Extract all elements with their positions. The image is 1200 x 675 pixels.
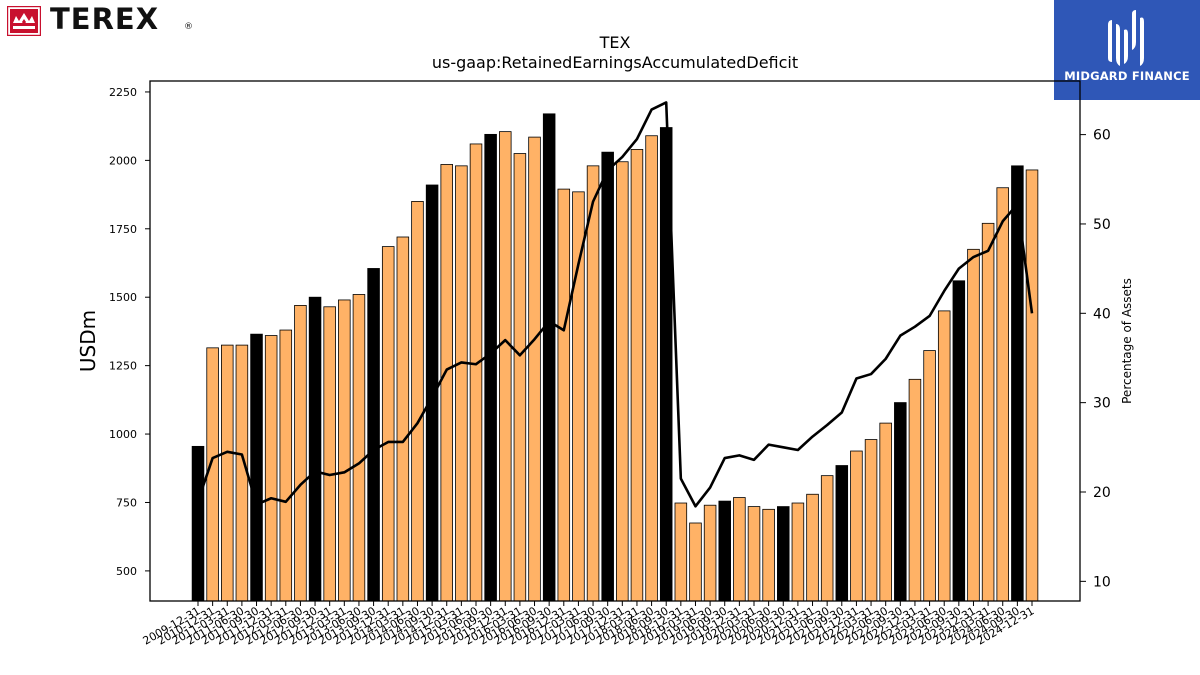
brand-registered-mark: ® xyxy=(184,22,193,32)
y-tick-label: 2250 xyxy=(109,86,137,99)
bar-2024-03-31 xyxy=(1025,169,1039,602)
bar-2023-06-30 xyxy=(981,222,995,602)
bar-2014-12-31 xyxy=(484,133,497,602)
bar-2021-06-30 xyxy=(864,439,878,602)
bar-2013-03-31 xyxy=(381,246,395,602)
bar-2014-09-30 xyxy=(469,143,483,602)
bar-2020-03-31 xyxy=(791,502,805,602)
bar-2011-03-31 xyxy=(264,335,278,602)
bar-2022-12-31 xyxy=(952,280,966,602)
bar-2019-03-31 xyxy=(733,497,746,602)
y-tick-label: 750 xyxy=(116,496,137,509)
bar-2019-09-30 xyxy=(762,508,775,602)
y-tick-label: 1000 xyxy=(109,428,137,441)
pct-assets-line xyxy=(196,101,1034,508)
y2-tick-label: 10 xyxy=(1093,574,1111,590)
bar-2020-06-30 xyxy=(806,493,819,602)
bar-2021-03-31 xyxy=(850,450,863,602)
chart-title: TEX xyxy=(599,33,631,52)
y-axis-right: 10 20 30 40 50 60 xyxy=(1080,128,1111,590)
bar-2014-03-31 xyxy=(440,164,453,602)
y-tick-label: 2000 xyxy=(109,154,137,167)
bar-2022-09-30 xyxy=(937,310,951,602)
y2-axis-label: Percentage of Assets xyxy=(1120,278,1134,404)
bar-2021-12-31 xyxy=(894,402,907,602)
bar-2012-12-31 xyxy=(367,268,380,602)
bar-2012-09-30 xyxy=(352,294,366,602)
bar-2023-09-30 xyxy=(996,187,1009,602)
bar-2017-03-31 xyxy=(616,161,629,602)
x-axis: 2009-12-312010-12-312011-03-312011-06-30… xyxy=(141,601,1037,648)
y-tick-label: 1250 xyxy=(109,360,137,373)
bar-2009-12-31 xyxy=(191,445,205,602)
y-axis-label: USDm xyxy=(76,310,100,372)
bar-2015-06-30 xyxy=(513,153,527,602)
y-tick-label: 1750 xyxy=(109,223,137,236)
bar-2022-06-30 xyxy=(923,350,936,602)
bar-2023-03-31 xyxy=(967,248,980,602)
bar-2011-12-31 xyxy=(308,296,322,602)
bar-2018-12-31 xyxy=(718,500,731,602)
bar-2022-03-31 xyxy=(908,378,922,602)
bar-2011-09-30 xyxy=(294,305,307,602)
y-axis-left: 500 750 1000 1250 1500 1750 2000 2250 xyxy=(109,86,150,578)
bar-2015-12-31 xyxy=(542,113,556,602)
y2-tick-label: 60 xyxy=(1093,128,1111,144)
brand-name: TEREX xyxy=(50,2,160,36)
bar-2019-06-30 xyxy=(747,506,761,602)
bar-2015-09-30 xyxy=(528,136,541,602)
bar-2018-06-30 xyxy=(689,522,702,602)
bar-2010-03-31 xyxy=(206,347,219,602)
midgard-finance-icon xyxy=(1108,10,1144,66)
bar-2015-03-31 xyxy=(499,131,512,602)
bar-2010-06-30 xyxy=(221,344,234,602)
partner-name: MIDGARD FINANCE xyxy=(1064,69,1190,83)
midgard-finance-logo: MIDGARD FINANCE xyxy=(1054,0,1200,100)
y2-tick-label: 20 xyxy=(1093,485,1111,501)
bar-2019-12-31 xyxy=(777,506,790,602)
y2-tick-label: 50 xyxy=(1093,217,1111,233)
terex-logo-icon xyxy=(7,6,41,36)
y2-tick-label: 40 xyxy=(1093,306,1111,322)
y-tick-label: 1500 xyxy=(109,291,137,304)
pct-assets-series xyxy=(196,101,1034,508)
bar-2016-12-31 xyxy=(601,151,614,602)
bar-2013-09-30 xyxy=(411,201,424,602)
bar-2016-06-30 xyxy=(572,191,585,602)
y-tick-label: 500 xyxy=(116,565,137,578)
bar-2018-03-31 xyxy=(674,502,688,602)
bar-2017-09-30 xyxy=(645,135,658,602)
y2-tick-label: 30 xyxy=(1093,396,1111,412)
plot-area-frame xyxy=(149,80,1081,602)
bar-series xyxy=(191,113,1039,602)
bar-2010-12-31 xyxy=(250,333,263,602)
bar-2016-03-31 xyxy=(557,188,571,602)
bar-2018-09-30 xyxy=(703,504,717,602)
bar-2012-06-30 xyxy=(338,299,351,602)
bar-2013-06-30 xyxy=(396,236,410,602)
bar-2020-12-31 xyxy=(835,465,849,602)
bar-2020-09-30 xyxy=(820,475,834,602)
bar-2014-06-30 xyxy=(455,165,468,602)
chart-subtitle: us-gaap:RetainedEarningsAccumulatedDefic… xyxy=(432,53,798,72)
bar-2016-09-30 xyxy=(586,165,600,602)
bar-2021-09-30 xyxy=(879,422,892,602)
bar-2017-06-30 xyxy=(630,149,644,602)
bar-2013-12-31 xyxy=(425,184,439,602)
bar-2012-03-31 xyxy=(323,306,336,602)
bar-2011-06-30 xyxy=(279,329,293,602)
